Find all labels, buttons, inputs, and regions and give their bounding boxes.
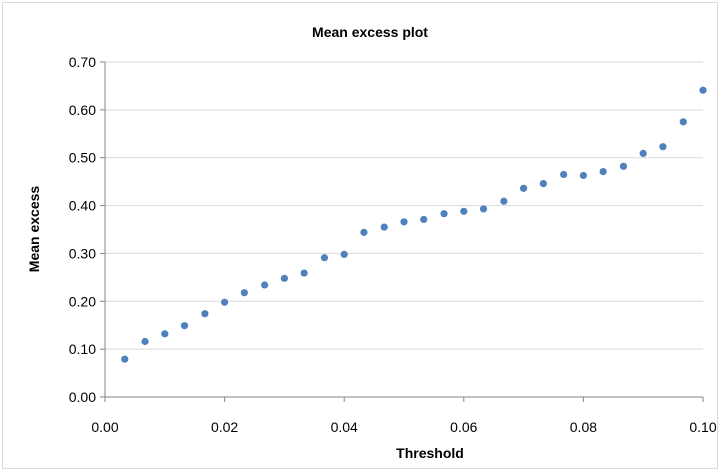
- gridlines: [105, 61, 703, 350]
- data-point: [639, 149, 647, 158]
- data-point: [201, 310, 209, 318]
- x-tick-label: 0.00: [91, 419, 118, 435]
- data-point: [479, 205, 488, 213]
- axes: [100, 61, 704, 402]
- y-tick-label: 0.10: [69, 341, 96, 357]
- data-point: [121, 355, 129, 363]
- data-point: [400, 218, 408, 226]
- y-tick-label: 0.70: [69, 54, 96, 70]
- data-point: [261, 281, 269, 289]
- x-tick-label: 0.08: [570, 419, 597, 435]
- y-tick-label: 0.60: [69, 102, 96, 118]
- y-tick-label: 0.00: [69, 389, 96, 405]
- data-point: [460, 207, 468, 215]
- data-point: [440, 210, 448, 218]
- x-tick-label: 0.02: [211, 419, 238, 435]
- data-point: [320, 254, 329, 262]
- data-point: [500, 197, 508, 205]
- data-point: [340, 250, 348, 258]
- data-point: [659, 143, 667, 151]
- data-point: [161, 330, 169, 338]
- x-tick-label: 0.06: [450, 419, 477, 435]
- data-point: [300, 269, 308, 277]
- x-tick-label: 0.04: [331, 419, 358, 435]
- data-point: [699, 86, 707, 94]
- data-point: [280, 274, 288, 282]
- data-point: [420, 215, 428, 224]
- data-point: [619, 162, 628, 170]
- y-axis-title: Mean excess: [26, 186, 42, 273]
- data-point: [560, 170, 568, 179]
- data-point: [360, 228, 368, 236]
- data-point: [141, 337, 149, 346]
- data-points: [121, 86, 707, 363]
- y-tick-label: 0.20: [69, 293, 96, 309]
- data-point: [520, 184, 528, 192]
- data-point: [579, 171, 588, 180]
- x-tick-label: 0.10: [689, 419, 716, 435]
- y-tick-label: 0.50: [69, 150, 96, 166]
- data-point: [539, 179, 547, 188]
- y-tick-label: 0.30: [69, 245, 96, 261]
- data-point: [679, 118, 687, 126]
- y-tick-label: 0.40: [69, 198, 96, 214]
- data-point: [380, 223, 388, 231]
- tick-labels: 0.00 0.10 0.20 0.30 0.40 0.50 0.60 0.70 0.00 0.02…: [69, 54, 717, 435]
- chart-title: Mean excess plot: [312, 24, 428, 40]
- data-point: [180, 322, 189, 330]
- data-point: [221, 298, 229, 306]
- x-axis-title: Threshold: [396, 445, 464, 461]
- chart-area: [2, 2, 718, 469]
- data-point: [240, 289, 248, 297]
- data-point: [599, 167, 607, 176]
